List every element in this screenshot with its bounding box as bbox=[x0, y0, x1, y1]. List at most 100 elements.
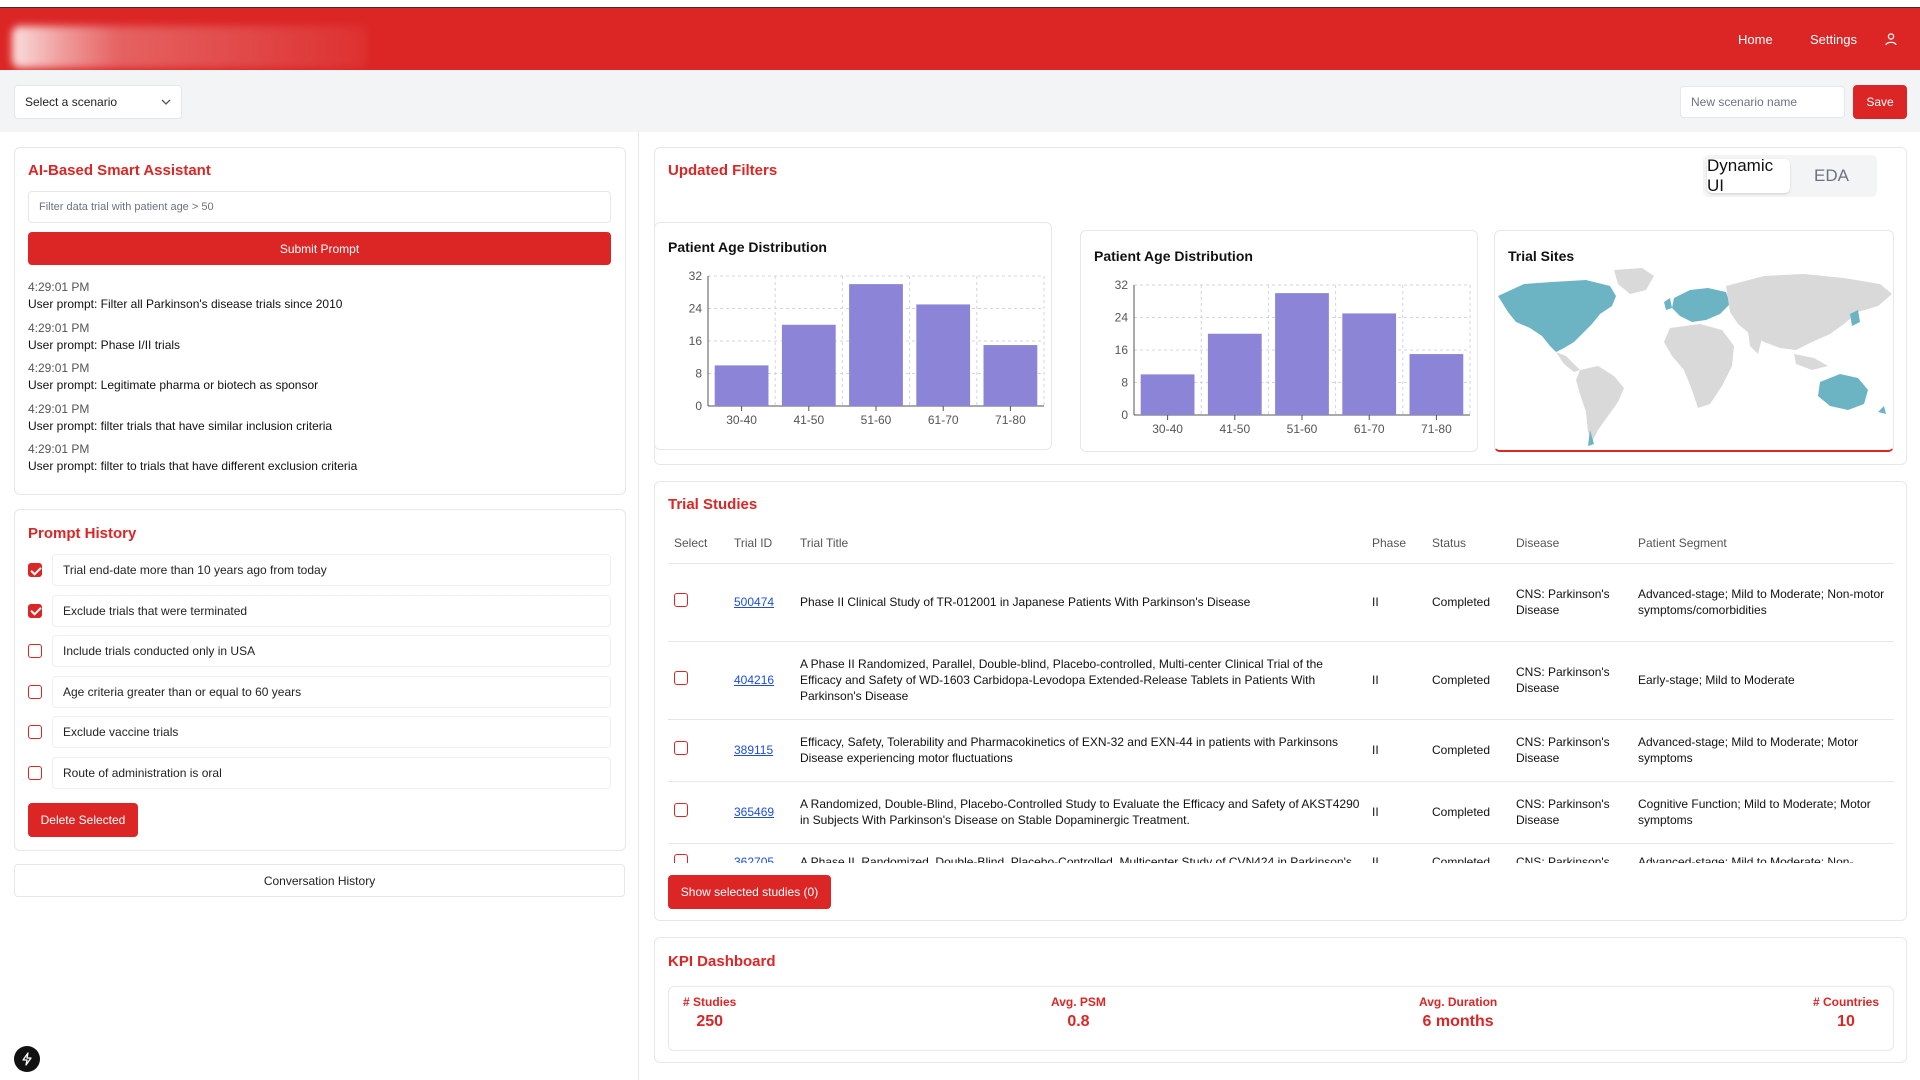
map-europe bbox=[1672, 288, 1730, 322]
kpi-panel bbox=[654, 937, 1907, 1063]
trial-phase-cell: II bbox=[1366, 563, 1426, 642]
trial-phase-cell: II bbox=[1366, 781, 1426, 844]
bar-71-80[interactable] bbox=[1409, 354, 1464, 415]
trial-segment-cell: Cognitive Function; Mild to Moderate; Mo… bbox=[1632, 781, 1894, 844]
col-select: Select bbox=[668, 523, 728, 564]
bar-61-70[interactable] bbox=[1342, 313, 1397, 415]
bar-41-50[interactable] bbox=[1207, 333, 1262, 415]
scenario-name-input[interactable] bbox=[1680, 86, 1845, 118]
bar-51-60[interactable] bbox=[1275, 293, 1329, 415]
log-timestamp: 4:29:01 PM bbox=[28, 442, 90, 456]
history-item-label: Trial end-date more than 10 years ago fr… bbox=[52, 554, 611, 586]
view-toggle[interactable]: Dynamic UI EDA bbox=[1703, 155, 1877, 197]
bar-51-60[interactable] bbox=[849, 284, 903, 406]
trial-disease-cell: CNS: Parkinson's Disease bbox=[1510, 563, 1632, 642]
row-checkbox[interactable] bbox=[674, 853, 688, 863]
history-checkbox[interactable] bbox=[28, 684, 42, 699]
column-divider bbox=[638, 132, 639, 1080]
y-tick-label: 32 bbox=[1115, 278, 1129, 292]
history-checkbox[interactable] bbox=[28, 765, 42, 780]
row-checkbox[interactable] bbox=[674, 593, 688, 607]
toggle-dynamic-ui[interactable]: Dynamic UI bbox=[1707, 156, 1790, 195]
assistant-log-entry: 4:29:01 PM User prompt: Legitimate pharma… bbox=[28, 360, 608, 394]
row-select-cell bbox=[668, 563, 728, 642]
history-item-label: Exclude trials that were terminated bbox=[52, 594, 611, 627]
y-tick-label: 16 bbox=[689, 334, 703, 348]
kpi-row: # Studies 250 Avg. PSM 0.8 Avg. Duration… bbox=[668, 986, 1894, 1051]
map-central-america bbox=[1556, 352, 1580, 372]
history-item: Route of administration is oral bbox=[28, 756, 611, 789]
history-checkbox[interactable] bbox=[28, 563, 42, 577]
log-prompt-text: User prompt: Filter all Parkinson's dise… bbox=[28, 297, 343, 311]
map-north-america bbox=[1498, 280, 1616, 352]
row-select-cell bbox=[668, 781, 728, 844]
log-prompt-text: User prompt: filter trials that have sim… bbox=[28, 418, 333, 433]
row-checkbox[interactable] bbox=[674, 803, 688, 817]
nav-settings-link[interactable]: Settings bbox=[1810, 31, 1857, 47]
row-select-cell bbox=[668, 843, 728, 863]
kpi-value: 0.8 bbox=[1067, 1013, 1090, 1030]
y-tick-label: 16 bbox=[1115, 343, 1129, 357]
x-tick-label: 61-70 bbox=[1354, 422, 1385, 436]
trial-phase-cell: II bbox=[1366, 843, 1426, 863]
history-item-label: Age criteria greater than or equal to 60… bbox=[52, 675, 611, 708]
show-selected-studies-button[interactable]: Show selected studies (0) bbox=[668, 875, 831, 909]
trial-id-link[interactable]: 389115 bbox=[734, 743, 774, 757]
delete-selected-button[interactable]: Delete Selected bbox=[28, 803, 138, 837]
row-checkbox[interactable] bbox=[674, 741, 688, 755]
log-prompt-text: User prompt: Phase I/II trials bbox=[28, 337, 181, 352]
bar-30-40[interactable] bbox=[1140, 374, 1195, 415]
history-checkbox[interactable] bbox=[28, 603, 42, 618]
trial-title-cell: Efficacy, Safety, Tolerability and Pharm… bbox=[794, 719, 1366, 782]
trial-disease-cell: CNS: Parkinson's Disease bbox=[1510, 641, 1632, 720]
map-australia bbox=[1818, 374, 1868, 410]
history-checkbox[interactable] bbox=[28, 644, 42, 658]
table-row: 362705 A Phase II, Randomized, Double-Bli… bbox=[668, 843, 1894, 863]
trial-id-link[interactable]: 362705 bbox=[734, 854, 775, 864]
trial-table-scroll[interactable]: Select Trial ID Trial Title Phase Status… bbox=[668, 523, 1894, 863]
kpi-title: KPI Dashboard bbox=[668, 953, 776, 970]
prompt-input[interactable] bbox=[28, 191, 611, 223]
map-africa bbox=[1664, 324, 1734, 408]
table-row: 404216 A Phase II Randomized, Parallel, D… bbox=[668, 641, 1894, 720]
history-item-label: Route of administration is oral bbox=[52, 756, 611, 789]
row-checkbox[interactable] bbox=[674, 671, 688, 685]
bar-61-70[interactable] bbox=[916, 304, 971, 406]
scenario-select[interactable]: Select a scenario bbox=[14, 85, 182, 119]
map-greenland bbox=[1614, 268, 1654, 294]
age-distribution-chart-1: 0 8 16 24 32 30-40 41-50 51-60 61-70 71-80 bbox=[689, 269, 1045, 427]
trial-id-link[interactable]: 500474 bbox=[734, 595, 775, 609]
bar-30-40[interactable] bbox=[714, 365, 769, 406]
trial-id-cell: 365469 bbox=[728, 781, 794, 844]
lightning-icon[interactable] bbox=[14, 1046, 40, 1072]
row-select-cell bbox=[668, 719, 728, 782]
toggle-eda[interactable]: EDA bbox=[1814, 166, 1849, 185]
kpi-avg-duration: Avg. Duration 6 months bbox=[1419, 995, 1497, 1031]
trial-studies-title: Trial Studies bbox=[668, 496, 758, 513]
save-button[interactable]: Save bbox=[1853, 85, 1907, 119]
bar-41-50[interactable] bbox=[781, 324, 836, 406]
trial-id-link[interactable]: 365469 bbox=[734, 805, 775, 819]
history-checkbox[interactable] bbox=[28, 725, 42, 739]
trial-sites-title: Trial Sites bbox=[1508, 248, 1575, 264]
kpi-value: 6 months bbox=[1422, 1013, 1494, 1030]
conversation-history-button[interactable]: Conversation History bbox=[14, 864, 625, 897]
assistant-log-entry: 4:29:01 PM User prompt: filter trials tha… bbox=[28, 401, 608, 435]
y-tick-label: 8 bbox=[695, 367, 702, 381]
col-trial-title: Trial Title bbox=[794, 523, 1366, 564]
y-tick-label: 24 bbox=[689, 302, 703, 316]
user-icon[interactable] bbox=[1884, 8, 1902, 70]
assistant-title: AI-Based Smart Assistant bbox=[28, 162, 211, 179]
trial-segment-cell: Advanced-stage; Mild to Moderate; Non-mo… bbox=[1632, 563, 1894, 642]
age-distribution-chart-2: 0 8 16 24 32 30-40 41-50 51-60 61-70 71-80 bbox=[1115, 278, 1471, 436]
trial-disease-cell: CNS: Parkinson's Disease bbox=[1510, 719, 1632, 782]
trial-phase-cell: II bbox=[1366, 641, 1426, 720]
log-prompt-text: User prompt: filter to trials that have … bbox=[28, 459, 358, 473]
nav-home-link[interactable]: Home bbox=[1738, 31, 1773, 47]
x-tick-label: 71-80 bbox=[1421, 422, 1452, 436]
updated-filters-title: Updated Filters bbox=[668, 162, 778, 179]
age-chart-title-1: Patient Age Distribution bbox=[668, 239, 827, 255]
trial-id-link[interactable]: 404216 bbox=[734, 673, 775, 687]
submit-prompt-button[interactable]: Submit Prompt bbox=[28, 232, 611, 265]
bar-71-80[interactable] bbox=[983, 345, 1038, 406]
